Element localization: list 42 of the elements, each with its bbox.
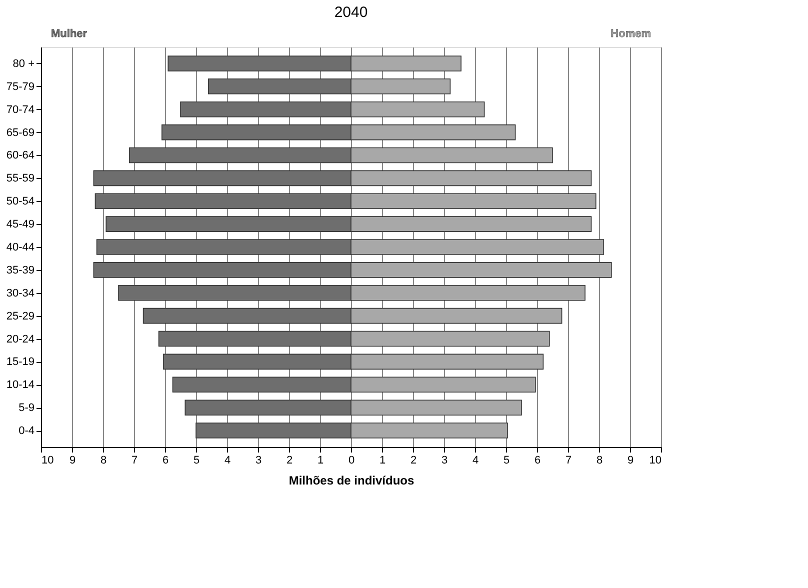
x-tick-label: 4 <box>224 454 231 466</box>
x-tick-label: 9 <box>627 454 634 466</box>
y-tick-label: 0-4 <box>18 425 34 438</box>
x-tick-label: 7 <box>565 454 572 466</box>
y-tick-label: 65-69 <box>6 126 34 139</box>
x-tick-label: 2 <box>410 454 417 466</box>
y-tick-label: 25-29 <box>6 310 34 322</box>
x-tick-label: 2 <box>286 454 293 466</box>
x-tick-label: 3 <box>255 454 262 466</box>
x-tick-label: 7 <box>131 454 138 466</box>
chart-title: 2040 <box>334 4 368 21</box>
x-tick-label: 4 <box>472 454 479 466</box>
x-tick-label: 0 <box>348 454 355 466</box>
x-tick-label: 6 <box>534 454 541 466</box>
y-tick-label: 45-49 <box>6 218 34 231</box>
y-tick-label: 60-64 <box>6 150 34 162</box>
y-tick-label: 70-74 <box>6 104 34 116</box>
y-tick-label: 75-79 <box>6 80 34 93</box>
x-tick-label: 5 <box>193 454 200 466</box>
y-tick-label: 50-54 <box>6 196 34 208</box>
x-tick-label: 10 <box>42 454 54 466</box>
x-tick-label: 8 <box>100 454 107 466</box>
y-tick-label: 30-34 <box>6 287 34 300</box>
x-tick-label: 6 <box>162 454 169 466</box>
x-tick-label: 8 <box>596 454 603 466</box>
x-tick-label: 5 <box>503 454 510 466</box>
y-tick-label: 35-39 <box>6 264 34 276</box>
text: Homem <box>610 28 652 40</box>
y-tick-label: 20-24 <box>6 333 34 346</box>
y-tick-label: 5-9 <box>18 402 34 414</box>
text: Mulher <box>51 28 88 40</box>
x-tick-label: 9 <box>69 454 76 466</box>
x-tick-label: 1 <box>379 454 386 466</box>
x-tick-label: 1 <box>317 454 324 466</box>
x-tick-label: 3 <box>441 454 448 466</box>
y-tick-label: 15-19 <box>6 356 34 368</box>
y-tick-label: 55-59 <box>6 172 34 185</box>
y-tick-label: 10-14 <box>6 379 34 392</box>
x-axis-title: Milhões de indivíduos <box>288 474 414 488</box>
x-tick-label: 10 <box>649 454 662 466</box>
y-tick-label: 40-44 <box>6 242 34 254</box>
y-tick-label: 80 + <box>12 58 34 70</box>
